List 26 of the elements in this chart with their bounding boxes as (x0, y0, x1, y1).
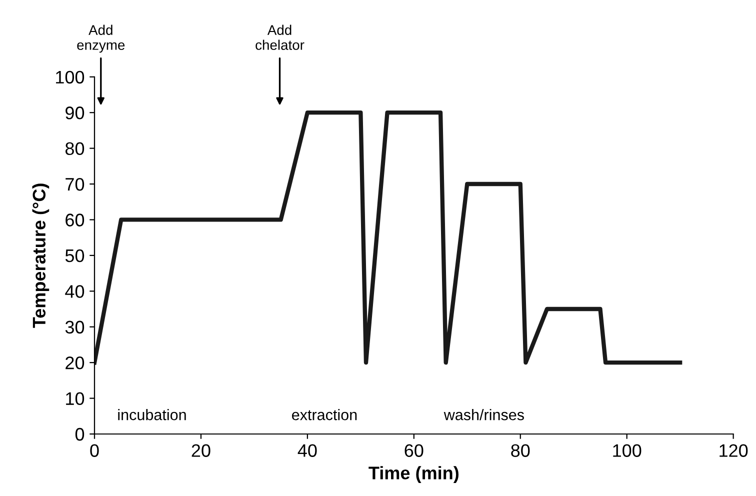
x-tick-label: 0 (90, 444, 99, 457)
line-series (94, 110, 682, 365)
y-tick-label: 30 (65, 320, 84, 334)
y-tick-label: 80 (65, 142, 84, 156)
y-tick-label: 50 (65, 249, 84, 262)
x-tick-label: 20 (192, 444, 210, 457)
x-tick-label: 100 (613, 444, 642, 457)
annotation: wash/rinses (444, 409, 524, 420)
y-tick-label: 0 (75, 428, 84, 441)
x-tick-label: 60 (404, 444, 424, 457)
text: Add chelator (256, 24, 304, 50)
y-tick-label: 20 (66, 356, 84, 370)
y-tick-label: 90 (66, 106, 84, 120)
annotation: incubation (118, 409, 186, 420)
y-tick-label: 40 (65, 285, 84, 298)
x-axis-title: Time (min) (368, 466, 458, 483)
x-tick-label: 80 (511, 444, 530, 457)
x-tick-label: 120 (720, 444, 748, 457)
y-tick-label: 100 (56, 70, 84, 84)
y-tick-label: 60 (66, 214, 84, 226)
y-tick-label: 10 (66, 392, 84, 406)
y-axis-title: Temperature (°C) (32, 184, 50, 328)
x-tick-label: 40 (298, 444, 317, 457)
annotation: extraction (292, 409, 357, 420)
y-tick-label: 70 (66, 178, 84, 191)
text: Add enzyme (77, 24, 125, 53)
